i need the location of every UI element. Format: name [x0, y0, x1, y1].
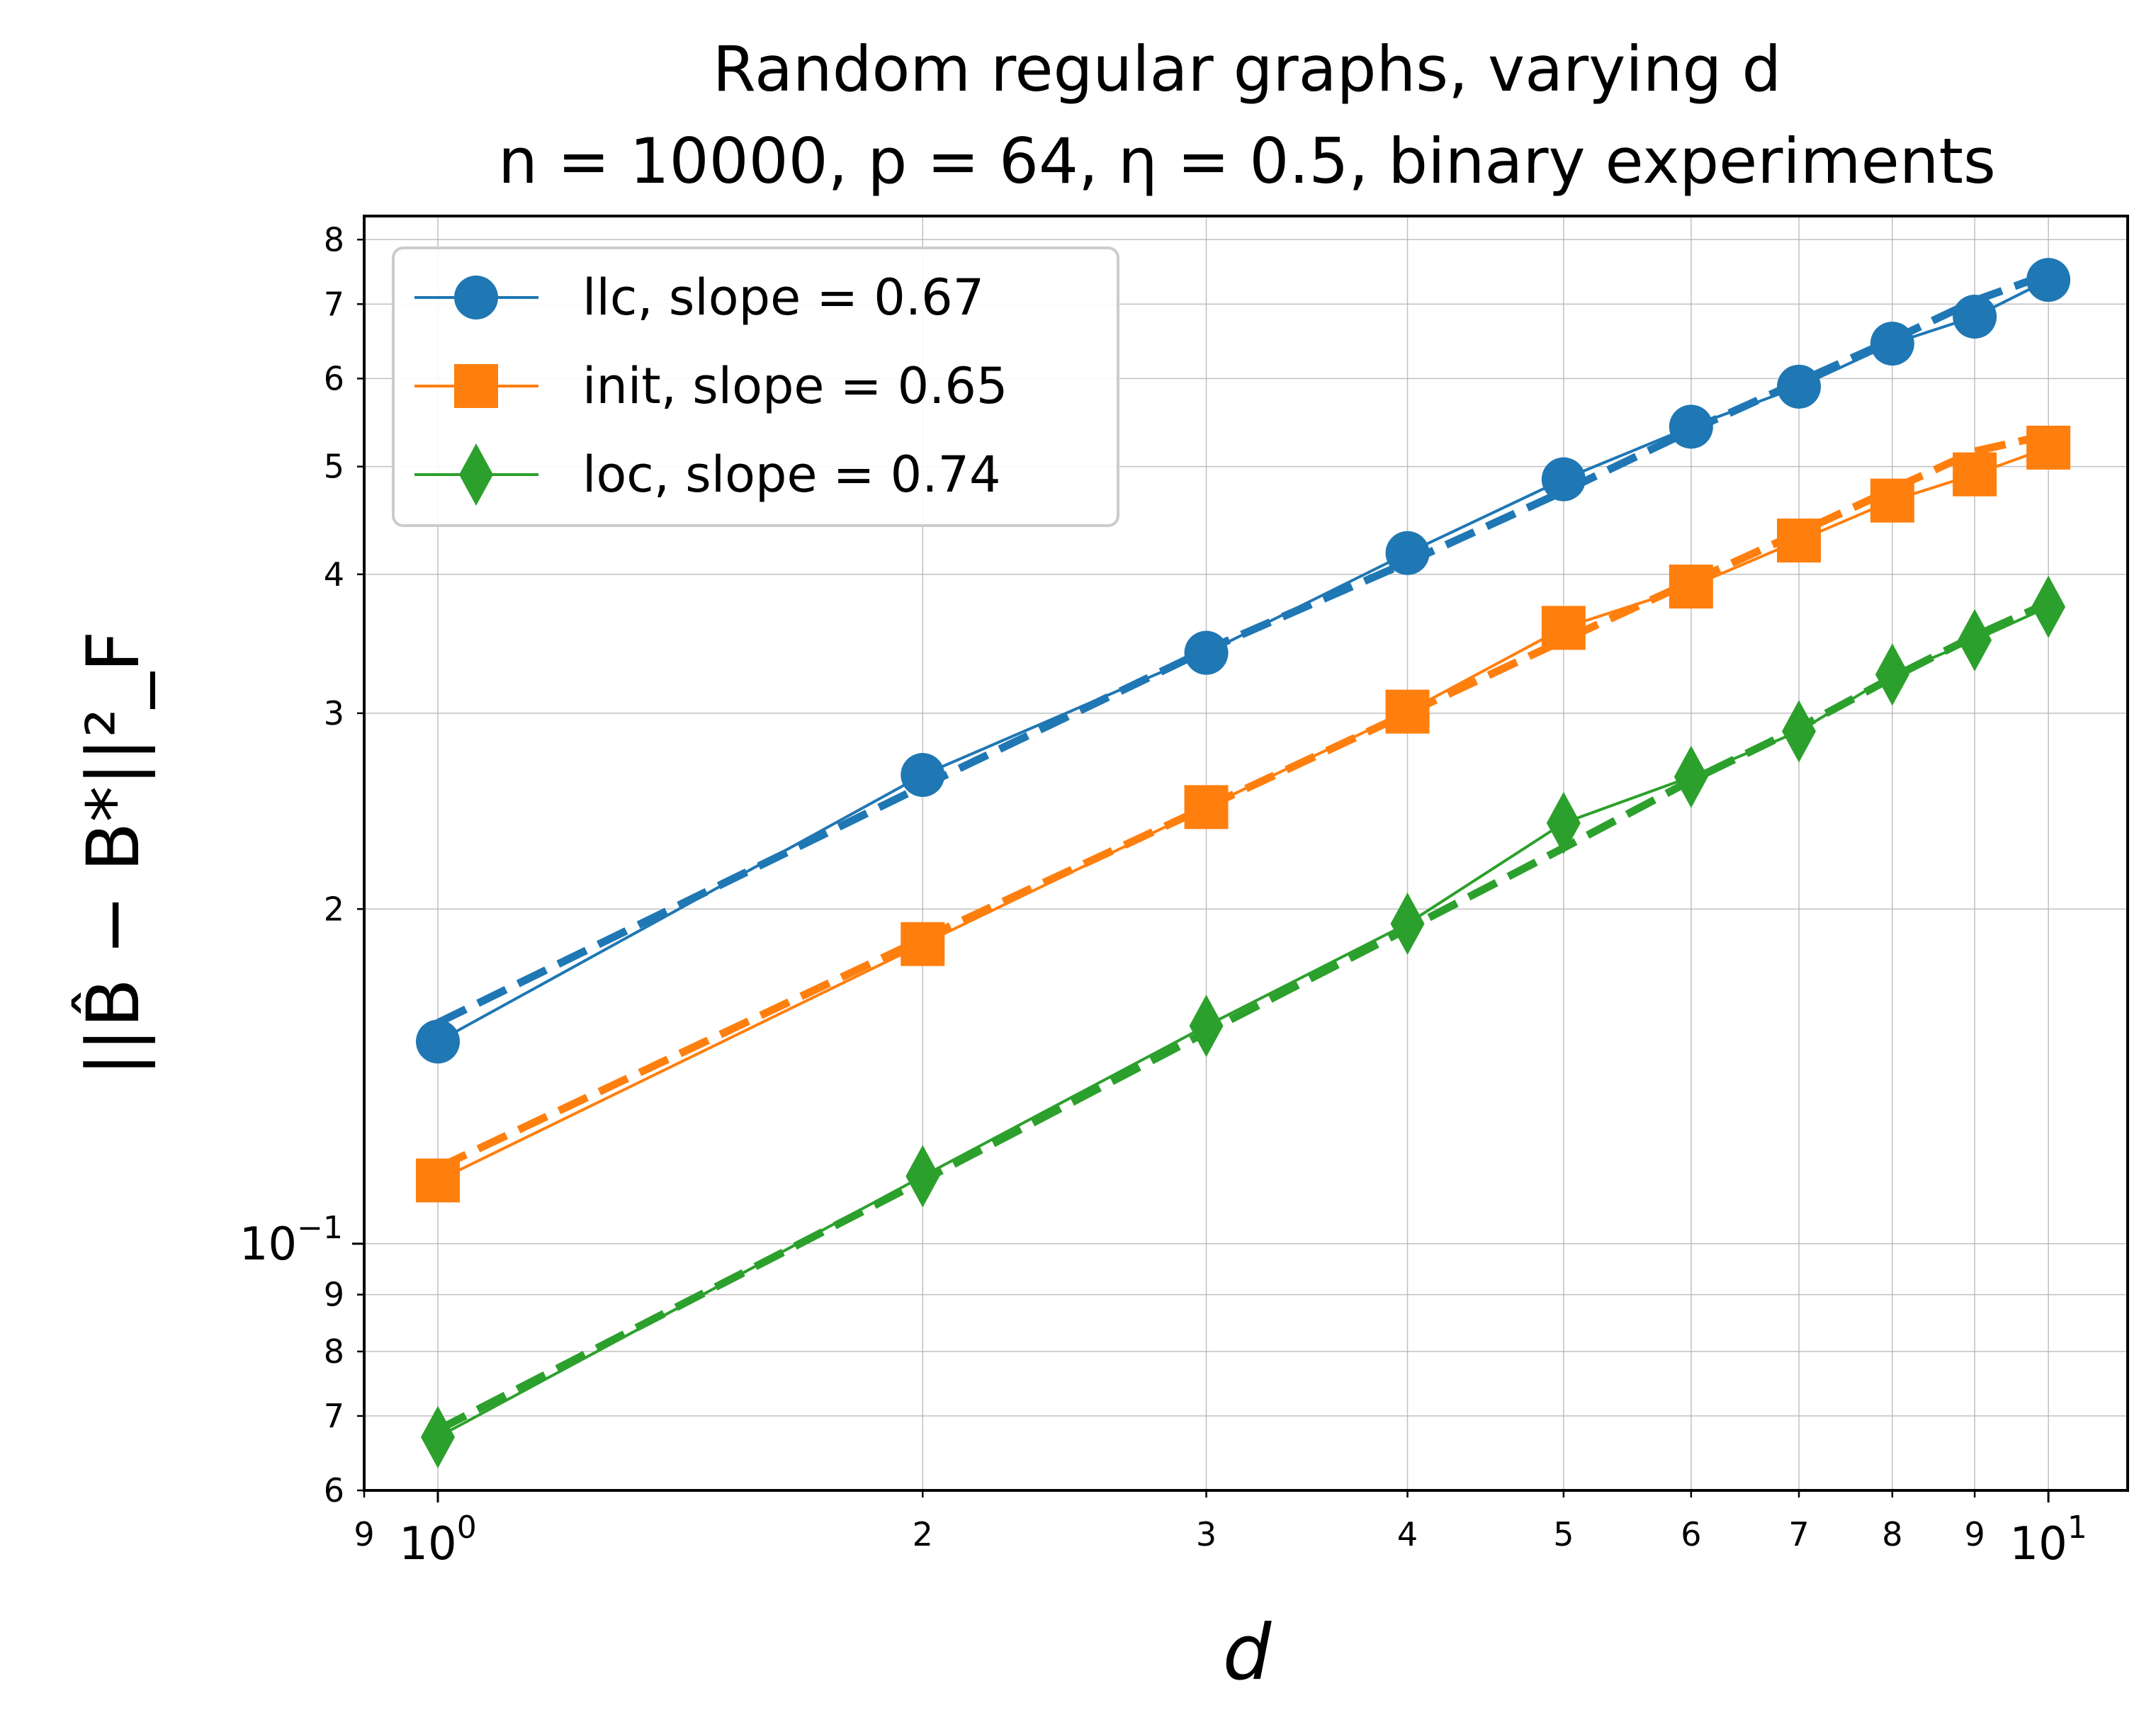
y-tick-label: 10−1 — [239, 1210, 343, 1271]
data-point — [905, 1145, 940, 1208]
x-minor-tick-label: 7 — [1788, 1515, 1809, 1553]
series-line — [437, 446, 2049, 1182]
legend-entries: llc, slope = 0.67 init, slope = 0.65 loc, … — [414, 268, 1008, 506]
x-minor-tick-label: 8 — [1882, 1515, 1902, 1553]
legend: llc, slope = 0.67 init, slope = 0.65 loc, … — [392, 247, 1119, 527]
chart-title-line-2: n = 10000, p = 64, η = 0.5, binary exper… — [498, 125, 1996, 198]
x-minor-tick-label: 9 — [1964, 1515, 1985, 1553]
data-point — [1669, 404, 1713, 449]
x-tick-label: 100 — [399, 1510, 476, 1570]
fit-line — [436, 431, 2050, 1172]
x-axis-label: d — [1223, 1609, 1272, 1697]
y-minor-tick-label: 5 — [324, 448, 344, 486]
data-point — [901, 922, 945, 966]
legend-label: loc, slope = 0.74 — [582, 446, 1001, 504]
data-point — [2026, 258, 2071, 302]
data-point — [1541, 606, 1586, 650]
y-minor-tick-label: 8 — [324, 1332, 344, 1371]
x-minor-tick-label: 9 — [354, 1515, 374, 1553]
legend-marker — [459, 443, 493, 506]
data-point — [1385, 689, 1430, 734]
y-minor-tick-label: 7 — [324, 1397, 344, 1435]
fit-line — [436, 270, 2050, 1026]
y-minor-tick-label: 8 — [324, 220, 344, 259]
fit-lines — [436, 270, 2050, 1434]
legend-marker — [454, 364, 498, 408]
legend-marker — [454, 276, 498, 319]
chart-title-line-2-text: n = 10000, p = 64, η = 0.5, binary exper… — [498, 125, 1996, 198]
data-point — [1870, 322, 1914, 366]
legend-label: init, slope = 0.65 — [582, 357, 1008, 415]
y-minor-tick-label: 3 — [324, 694, 344, 732]
plot-area — [363, 215, 2129, 1492]
data-point — [416, 1019, 461, 1064]
data-point — [1875, 643, 1909, 706]
chart-title-line-1: Random regular graphs, varying d — [713, 33, 1781, 106]
data-point — [1390, 893, 1425, 956]
x-tick-label-exp: 1 — [2067, 1510, 2087, 1546]
data-point — [421, 1405, 456, 1468]
y-tick-label-base: 10 — [239, 1218, 297, 1271]
x-minor-tick-label: 6 — [1681, 1515, 1701, 1553]
data-point — [1385, 531, 1430, 575]
data-point — [1782, 700, 1817, 763]
chart-title-line-1-text: Random regular graphs, varying d — [713, 33, 1781, 106]
y-minor-tick-label: 7 — [324, 285, 344, 323]
x-minor-tick-label: 4 — [1397, 1515, 1418, 1553]
y-minor-tick-label: 9 — [324, 1276, 344, 1314]
data-point — [416, 1158, 461, 1203]
data-point — [901, 753, 945, 798]
legend-frame — [392, 247, 1119, 527]
data-point — [1777, 519, 1822, 563]
x-tick-label-base: 10 — [2009, 1518, 2067, 1570]
axes-frame — [363, 215, 2129, 1492]
data-point — [1870, 478, 1914, 523]
y-minor-tick-label: 2 — [324, 890, 344, 928]
series-line — [437, 278, 2050, 1043]
markers — [416, 258, 2071, 1468]
data-point — [1541, 457, 1586, 502]
y-minor-tick-label: 4 — [324, 555, 344, 594]
data-point — [1546, 791, 1581, 854]
data-point — [1189, 995, 1224, 1058]
data-point — [1953, 295, 1997, 339]
x-minor-tick-label: 3 — [1196, 1515, 1217, 1553]
series-line — [437, 605, 2049, 1439]
data-point — [1958, 608, 1992, 672]
y-axis-ticks: 10−1 6 7 8 9 2 3 4 5 6 7 8 — [239, 220, 364, 1510]
x-tick-label: 101 — [2009, 1510, 2087, 1570]
data-point — [1184, 785, 1229, 829]
data-point — [1669, 565, 1713, 609]
data-point — [1674, 745, 1708, 808]
y-axis-label: ||B̂ − B*||²_F — [71, 630, 156, 1076]
y-minor-tick-label: 6 — [324, 1471, 344, 1510]
data-point — [1777, 364, 1822, 409]
data-point — [1953, 452, 1997, 497]
x-tick-label-exp: 0 — [457, 1510, 477, 1546]
x-minor-tick-label: 2 — [913, 1515, 933, 1553]
fit-line — [436, 599, 2050, 1434]
data-point — [2031, 575, 2066, 638]
y-minor-tick-label: 6 — [324, 359, 344, 397]
x-tick-label-base: 10 — [399, 1518, 456, 1570]
data-point — [1184, 630, 1229, 675]
y-tick-label-exp: −1 — [297, 1210, 343, 1246]
data-point — [2026, 425, 2071, 470]
legend-label: llc, slope = 0.67 — [582, 268, 984, 327]
x-minor-tick-label: 5 — [1553, 1515, 1574, 1553]
series-lines — [437, 278, 2050, 1439]
